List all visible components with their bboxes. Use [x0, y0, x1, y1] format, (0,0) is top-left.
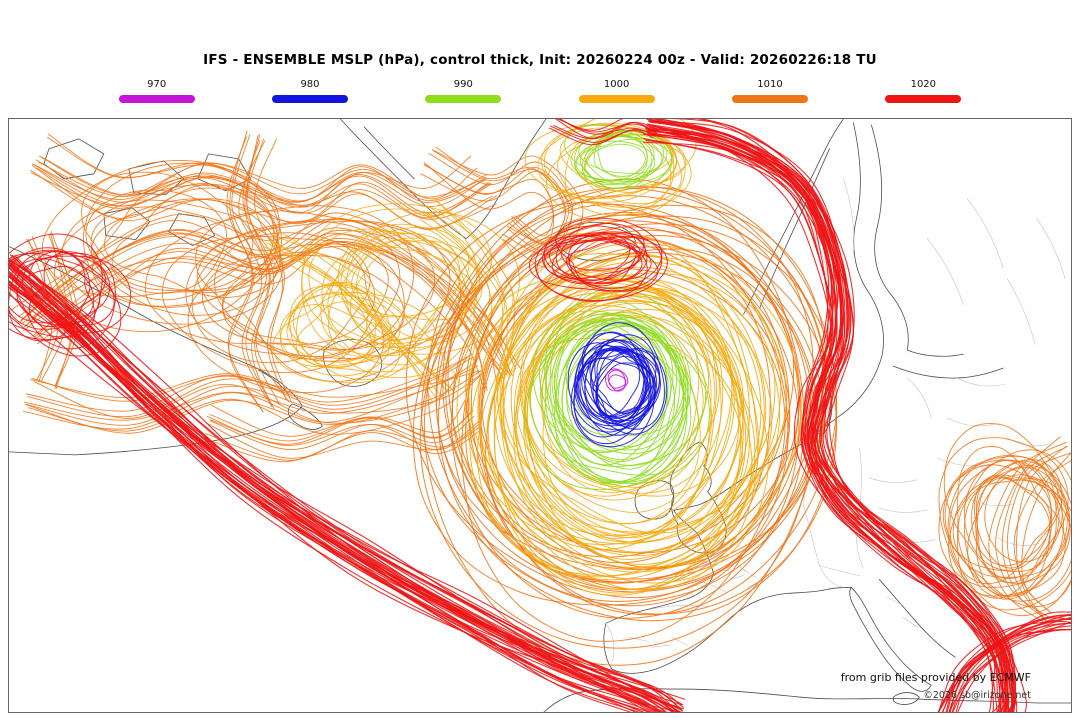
legend-label: 1000 [603, 79, 630, 90]
legend-label: 980 [300, 79, 320, 90]
legend-color-bar [731, 95, 808, 103]
credits: from grib files provided by ECMWF ©2026 … [841, 669, 1031, 704]
legend-color-bar [118, 95, 195, 103]
ensemble-contour-map [9, 119, 1071, 712]
legend-label: 1020 [910, 79, 937, 90]
legend-color-bar [425, 95, 502, 103]
legend-color-bar [271, 95, 348, 103]
chart-title: IFS - ENSEMBLE MSLP (hPa), control thick… [203, 52, 877, 68]
pressure-legend: 970 980 990 1000 1010 1020 [80, 79, 1000, 103]
legend-item-970: 970 [80, 79, 233, 103]
credit-ecmwf: from grib files provided by ECMWF [840, 671, 1031, 685]
legend-item-1020: 1020 [847, 79, 1000, 103]
legend-label: 970 [147, 79, 167, 90]
legend-label: 990 [453, 79, 473, 90]
legend-color-bar [578, 95, 655, 103]
legend-label: 1010 [757, 79, 783, 90]
legend-color-bar [885, 95, 962, 103]
map-area: from grib files provided by ECMWF ©2026 … [8, 118, 1072, 713]
legend-item-980: 980 [233, 79, 386, 103]
legend-item-1010: 1010 [693, 79, 846, 103]
legend-item-1000: 1000 [540, 79, 693, 103]
legend-item-990: 990 [387, 79, 540, 103]
credit-copyright: ©2026 sb@irizone.net [923, 689, 1031, 701]
